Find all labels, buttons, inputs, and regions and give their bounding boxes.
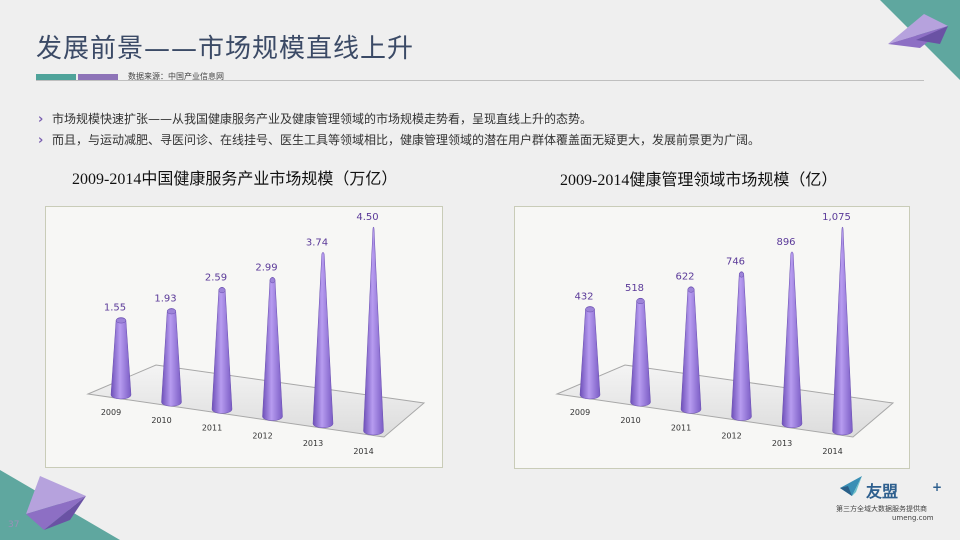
umeng-logo-icon [840,476,862,496]
data-label: 2.59 [205,272,227,283]
bar-cone-cap [166,308,177,315]
data-label: 2.99 [255,262,277,273]
bar-cone [110,317,132,400]
bar-cone [832,226,853,436]
data-label: 3.74 [306,237,328,248]
bullet-text: 而且，与运动减肥、寻医问诊、在线挂号、医生工具等领域相比，健康管理领域的潜在用户… [52,133,761,147]
bar-cone [781,251,803,429]
x-tick-label: 2013 [772,439,792,448]
x-tick-label: 2014 [822,447,842,456]
data-label: 1.55 [104,303,126,314]
x-tick-label: 2014 [353,447,373,456]
logo-name: 友盟 [866,482,899,501]
x-tick-label: 2011 [202,424,222,433]
bullet-text: 市场规模快速扩张——从我国健康服务产业及健康管理领域的市场规模走势看，呈现直线上… [52,112,593,126]
logo-url: umeng.com [892,514,934,522]
bar-cone [312,252,334,429]
x-tick-label: 2012 [721,431,741,440]
chart-title: 2009-2014中国健康服务产业市场规模（万亿） [72,171,398,188]
source-note: 数据来源：中国产业信息网 [128,72,224,81]
chart-health-service-market: 1.55 2009 1.93 2010 2.59 2011 2.99 2012 3.74 2013… [45,206,443,468]
bar-cone [161,308,182,407]
bullet-item: › 市场规模快速扩张——从我国健康服务产业及健康管理领域的市场规模走势看，呈现直线… [38,110,592,127]
x-tick-label: 2011 [671,424,691,433]
x-tick-label: 2009 [101,408,121,417]
chart-title: 2009-2014健康管理领域市场规模（亿） [560,172,838,189]
bullet-item: › 而且，与运动减肥、寻医问诊、在线挂号、医生工具等领域相比，健康管理领域的潜在用… [38,131,760,148]
data-label: 746 [726,257,745,268]
page-title: 发展前景——市场规模直线上升 [36,34,415,64]
data-label: 4.50 [356,212,378,223]
title-accent-bar-teal [36,74,76,80]
bar-cone-cap [218,287,226,294]
page-number: 37 [8,520,20,530]
x-tick-label: 2010 [151,416,171,425]
bar-cone [680,286,702,414]
x-tick-label: 2012 [252,431,272,440]
data-label: 1.93 [154,293,176,304]
data-label: 518 [625,283,644,294]
chart-plot: 1.55 2009 1.93 2010 2.59 2011 2.99 2012 3.74 2013… [86,212,426,456]
chart-health-management-market: 432 2009 518 2010 622 2011 746 2012 896 2013 1,075… [514,206,910,469]
x-tick-label: 2010 [620,416,640,425]
data-label: 432 [574,291,593,302]
bar-cone [731,271,752,421]
logo-tagline: 第三方全域大数据服务提供商 [836,505,927,513]
data-label: 622 [675,272,694,283]
corner-decoration-top-right [880,0,960,80]
bar-cone-cap [738,271,745,278]
chevron-right-icon: › [38,112,44,127]
bar-cone-cap [636,298,645,305]
logo-plus: + [932,480,943,494]
bar-cone [579,306,601,400]
data-label: 896 [776,237,795,248]
title-divider [36,80,924,81]
bar-cone-cap [115,317,127,324]
bar-cone-cap [269,277,276,284]
data-label: 1,075 [822,212,851,223]
bar-cone-cap [687,286,695,293]
bar-cone [262,277,283,421]
chart-plot: 432 2009 518 2010 622 2011 746 2012 896 2013 1,075… [555,212,895,456]
chevron-right-icon: › [38,133,44,148]
corner-decoration-bottom-left [0,470,120,540]
bar-cone [211,287,233,414]
bar-cone [630,297,651,407]
bar-cone [363,226,384,436]
title-accent-bar-purple [78,74,118,80]
x-tick-label: 2009 [570,408,590,417]
bar-cone-cap [585,306,595,313]
x-tick-label: 2013 [303,439,323,448]
